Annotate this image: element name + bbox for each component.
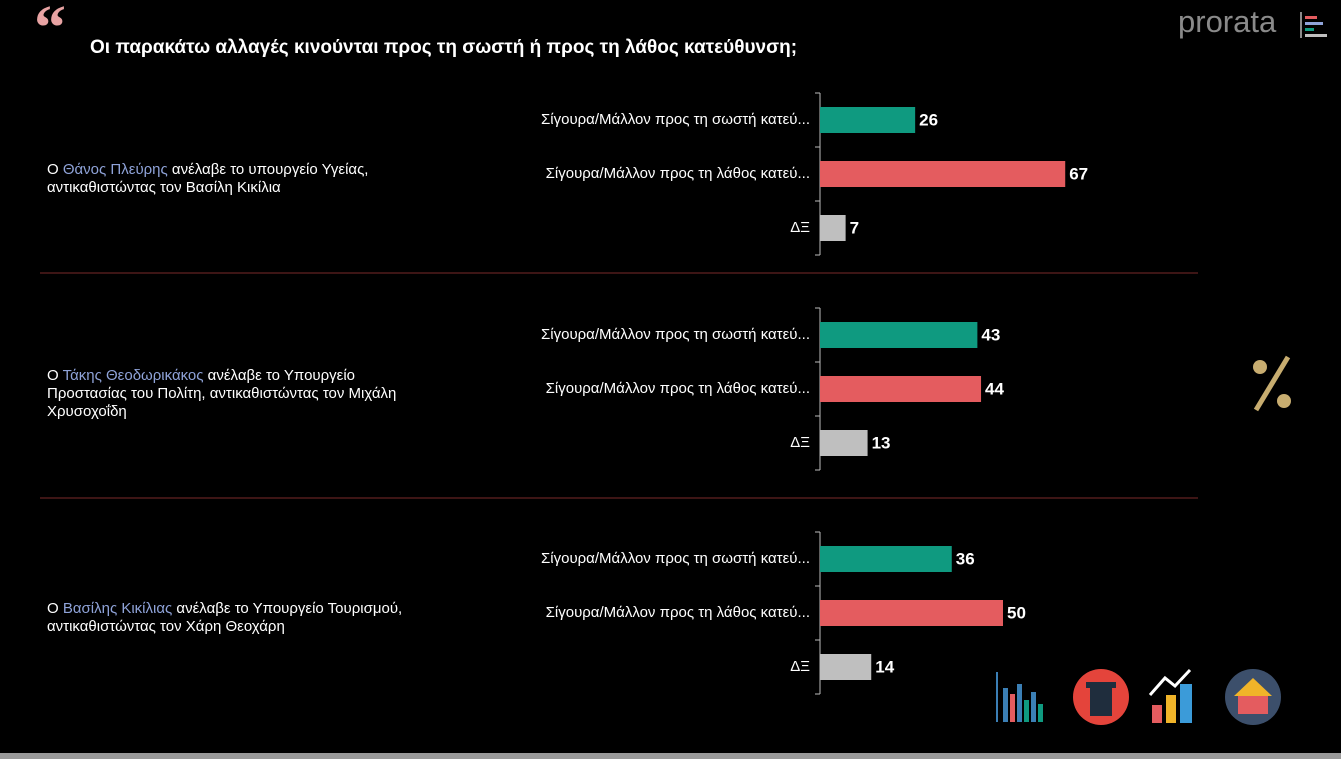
category-label: Σίγουρα/Μάλλον προς τη λάθος κατεύ... bbox=[546, 380, 810, 397]
category-label: Σίγουρα/Μάλλον προς τη σωστή κατεύ... bbox=[541, 111, 810, 128]
value-label: 26 bbox=[919, 110, 938, 129]
bar bbox=[820, 376, 982, 402]
category-label: Σίγουρα/Μάλλον προς τη σωστή κατεύ... bbox=[541, 326, 810, 343]
icon-trash bbox=[1073, 669, 1129, 725]
value-label: 13 bbox=[872, 433, 891, 452]
icon-home bbox=[1225, 669, 1281, 725]
statement: Ο Τάκης Θεοδωρικάκος ανέλαβε το Υπουργεί… bbox=[47, 367, 427, 421]
category-label: ΔΞ bbox=[790, 658, 810, 675]
bar bbox=[820, 161, 1066, 187]
quote-mark: “ bbox=[34, 0, 66, 63]
percent-icon bbox=[1253, 355, 1291, 412]
value-label: 43 bbox=[981, 325, 1000, 344]
statement-text: ανέλαβε το Υπουργείο Προστασίας του Πολί… bbox=[47, 367, 397, 420]
statement-text: ανέλαβε το υπουργείο Υγείας, αντικαθιστώ… bbox=[47, 161, 369, 196]
category-label: Σίγουρα/Μάλλον προς τη σωστή κατεύ... bbox=[541, 550, 810, 567]
bar bbox=[820, 654, 872, 680]
category-label: Σίγουρα/Μάλλον προς τη λάθος κατεύ... bbox=[546, 165, 810, 182]
bar bbox=[820, 107, 916, 133]
minister-name: Τάκης Θεοδωρικάκος bbox=[62, 367, 204, 384]
statement: Ο Βασίλης Κικίλιας ανέλαβε το Υπουργείο … bbox=[47, 600, 427, 636]
value-label: 50 bbox=[1007, 603, 1026, 622]
logo: prorata bbox=[1178, 4, 1277, 39]
bar bbox=[820, 600, 1003, 626]
bar bbox=[820, 546, 952, 572]
category-label: ΔΞ bbox=[790, 434, 810, 451]
value-label: 14 bbox=[875, 657, 894, 676]
statement: Ο Θάνος Πλεύρης ανέλαβε το υπουργείο Υγε… bbox=[47, 161, 427, 197]
statement-text: Ο bbox=[47, 367, 63, 384]
frame-bottom bbox=[0, 753, 1341, 759]
bar bbox=[820, 430, 868, 456]
minister-name: Βασίλης Κικίλιας bbox=[62, 600, 173, 617]
value-label: 7 bbox=[850, 218, 859, 237]
value-label: 36 bbox=[956, 549, 975, 568]
icon-bars bbox=[996, 672, 1043, 722]
statement-text: Ο bbox=[47, 161, 63, 178]
logo-icon bbox=[1300, 12, 1327, 38]
icon-growth bbox=[1148, 668, 1192, 723]
title: Οι παρακάτω αλλαγές κινούνται προς τη σω… bbox=[90, 37, 797, 58]
value-label: 67 bbox=[1069, 164, 1088, 183]
bar bbox=[820, 322, 978, 348]
category-label: ΔΞ bbox=[790, 219, 810, 236]
statement-text: ανέλαβε το Υπουργείο Τουρισμού, αντικαθι… bbox=[47, 600, 403, 635]
minister-name: Θάνος Πλεύρης bbox=[62, 161, 168, 178]
statement-text: Ο bbox=[47, 600, 63, 617]
value-label: 44 bbox=[985, 379, 1004, 398]
bar bbox=[820, 215, 846, 241]
category-label: Σίγουρα/Μάλλον προς τη λάθος κατεύ... bbox=[546, 604, 810, 621]
